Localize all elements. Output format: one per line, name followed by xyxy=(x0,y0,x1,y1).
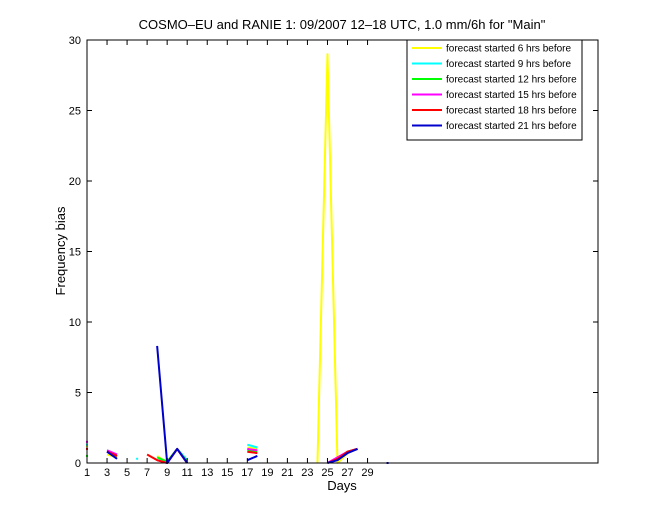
x-tick-label: 1 xyxy=(84,467,90,479)
series-5-line xyxy=(327,447,358,464)
x-tick-label: 17 xyxy=(241,467,253,479)
legend: forecast started 6 hrs before forecast st… xyxy=(406,39,583,141)
x-tick-label: 27 xyxy=(341,467,353,479)
y-tick-label: 5 xyxy=(75,388,81,400)
series-3-line xyxy=(247,447,258,452)
x-tick-label: 29 xyxy=(361,467,373,479)
x-tick-label: 15 xyxy=(221,467,233,479)
legend-label: forecast started 9 hrs before xyxy=(446,59,572,70)
legend-label: forecast started 21 hrs before xyxy=(446,121,577,132)
x-tick-label: 21 xyxy=(281,467,293,479)
legend-label: forecast started 6 hrs before xyxy=(446,44,572,55)
y-axis-label: Frequency bias xyxy=(53,206,68,295)
legend-label: forecast started 18 hrs before xyxy=(446,106,577,117)
series-5-line xyxy=(246,455,258,462)
series-5-line xyxy=(156,345,189,464)
x-tick-label: 9 xyxy=(164,467,170,479)
series-3-line xyxy=(106,449,118,456)
series-5-line xyxy=(106,450,118,460)
y-tick-label: 0 xyxy=(75,458,81,470)
legend-label: forecast started 15 hrs before xyxy=(446,90,577,101)
y-tick-label: 10 xyxy=(69,317,81,329)
x-tick-label: 5 xyxy=(124,467,130,479)
series-1-line xyxy=(247,443,258,449)
x-tick-label: 19 xyxy=(261,467,273,479)
y-tick-label: 15 xyxy=(69,247,81,259)
chart-title: COSMO–EU and RANIE 1: 09/2007 12–18 UTC,… xyxy=(139,17,546,32)
series-4-line xyxy=(247,450,258,455)
series-2-line xyxy=(247,449,258,453)
y-tick-label: 25 xyxy=(69,106,81,118)
x-tick-label: 3 xyxy=(104,467,110,479)
x-axis-label: Days xyxy=(327,478,357,493)
x-tick-label: 25 xyxy=(321,467,333,479)
y-tick-label: 30 xyxy=(69,35,81,47)
x-tick-label: 11 xyxy=(181,467,192,479)
y-tick-label: 20 xyxy=(69,176,81,188)
legend-box xyxy=(406,39,583,141)
x-tick-label: 7 xyxy=(144,467,150,479)
x-tick-label: 23 xyxy=(301,467,313,479)
series-0-line xyxy=(247,446,258,450)
legend-label: forecast started 12 hrs before xyxy=(446,75,577,86)
x-tick-label: 13 xyxy=(201,467,213,479)
